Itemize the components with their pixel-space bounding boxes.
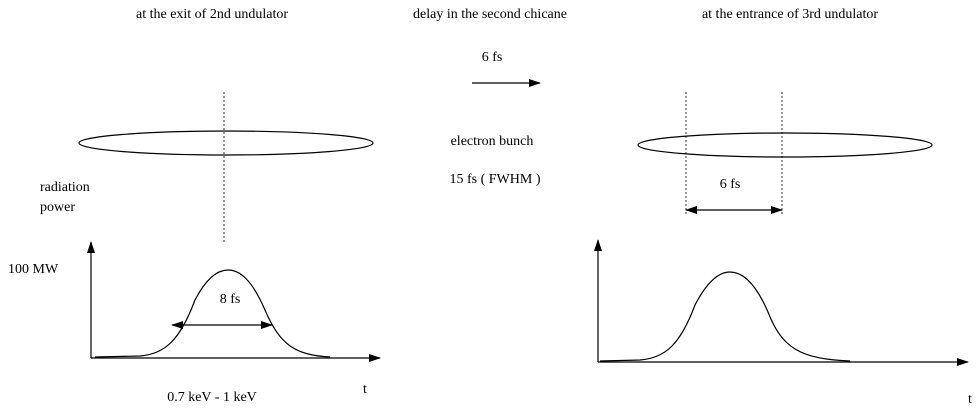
pulse-curve [599,271,851,362]
y-label: power [40,200,75,215]
y-label: radiation [40,180,90,195]
t-label: t [363,382,367,397]
electron-bunch [78,130,374,156]
delay-label: 6 fs [482,50,503,65]
bunch-label: electron bunch [451,134,534,149]
energy-label: 0.7 keV - 1 keV [167,390,257,405]
left-title: at the exit of 2nd undulator [136,7,288,22]
width-label: 8 fs [220,292,241,307]
t-label: t [968,392,972,407]
power-label: 100 MW [8,262,59,277]
electron-bunch [637,132,933,158]
bunch-length: 15 fs ( FWHM ) [450,172,541,187]
shift-label: 6 fs [720,177,741,192]
pulse-curve [94,269,331,358]
right-title: at the entrance of 3rd undulator [702,7,878,22]
middle-title: delay in the second chicane [413,7,567,22]
